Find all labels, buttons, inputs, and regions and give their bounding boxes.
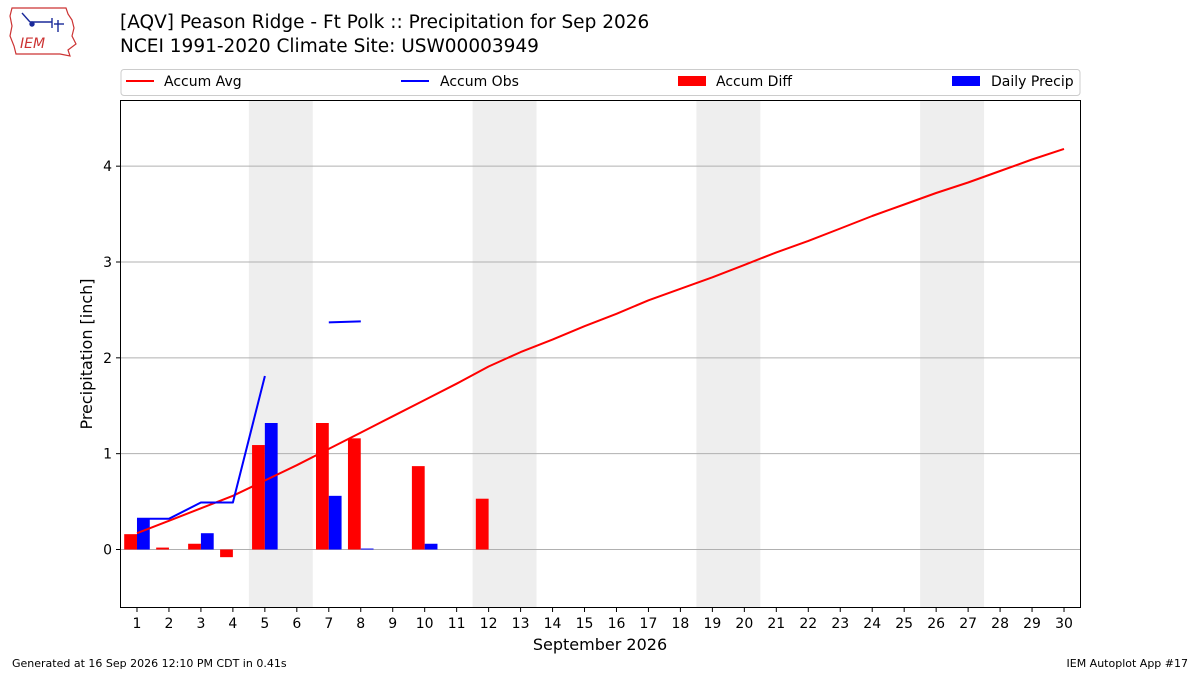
plot-frame <box>120 100 1081 608</box>
x-tick-label: 30 <box>1055 616 1073 632</box>
legend-label-daily-precip: Daily Precip <box>991 74 1074 90</box>
chart-subtitle: NCEI 1991-2020 Climate Site: USW00003949 <box>120 36 539 57</box>
legend-label-accum-obs: Accum Obs <box>440 74 519 90</box>
daily-precip-bar <box>264 423 278 550</box>
accum-diff-bar <box>475 498 489 550</box>
x-tick-label: 13 <box>512 616 530 632</box>
x-tick-label: 11 <box>448 616 466 632</box>
accum-diff-bar <box>156 547 169 550</box>
x-tick-label: 15 <box>576 616 594 632</box>
y-axis: 0 1 2 3 4 <box>103 159 121 559</box>
accum-diff-bar <box>124 534 137 550</box>
x-tick-label: 12 <box>480 616 498 632</box>
weekend-band <box>696 101 761 607</box>
y-tick-label: 0 <box>103 543 112 559</box>
accum-avg-line <box>136 147 1065 535</box>
daily-precip-bar <box>136 518 150 550</box>
x-tick-label: 16 <box>608 616 626 632</box>
gridlines <box>121 165 1080 550</box>
x-tick-label: 6 <box>292 616 301 632</box>
weekend-shading <box>248 101 985 607</box>
weekend-band <box>920 101 985 607</box>
accum-diff-bar <box>347 438 361 550</box>
x-tick-label: 26 <box>927 616 945 632</box>
chart-title: [AQV] Peason Ridge - Ft Polk :: Precipit… <box>120 12 650 33</box>
bars <box>124 423 489 558</box>
accum-diff-bar <box>220 549 233 558</box>
legend: Accum Avg Accum Obs Accum Diff Daily Pre… <box>120 69 1081 96</box>
x-tick-label: 2 <box>164 616 173 632</box>
y-axis-label: Precipitation [inch] <box>77 278 96 429</box>
y-tick-label: 4 <box>103 159 112 175</box>
legend-label-accum-diff: Accum Diff <box>716 74 792 90</box>
legend-swatch-daily-precip <box>952 76 980 86</box>
x-tick-label: 22 <box>799 616 817 632</box>
x-tick-label: 20 <box>735 616 753 632</box>
daily-precip-bar <box>200 533 214 550</box>
x-tick-label: 4 <box>228 616 237 632</box>
legend-box <box>120 69 1081 96</box>
series-lines <box>136 147 1065 535</box>
accum-obs-line <box>137 320 361 520</box>
footer-generated: Generated at 16 Sep 2026 12:10 PM CDT in… <box>12 657 287 670</box>
iem-logo: IEM <box>9 7 77 57</box>
x-tick-label: 5 <box>260 616 269 632</box>
x-axis-label: September 2026 <box>533 635 667 654</box>
daily-precip-bar <box>360 548 374 550</box>
accum-diff-bar <box>315 423 329 550</box>
x-tick-label: 8 <box>356 616 365 632</box>
x-tick-label: 9 <box>388 616 397 632</box>
x-tick-label: 25 <box>895 616 913 632</box>
x-tick-label: 19 <box>703 616 721 632</box>
daily-precip-bar <box>424 543 438 550</box>
legend-swatch-accum-diff <box>678 76 706 86</box>
x-tick-label: 21 <box>767 616 785 632</box>
y-tick-label: 2 <box>103 351 112 367</box>
x-tick-label: 27 <box>959 616 977 632</box>
x-tick-label: 3 <box>196 616 205 632</box>
daily-precip-bar <box>328 495 342 550</box>
x-tick-label: 23 <box>831 616 849 632</box>
accum-diff-bar <box>411 466 425 550</box>
accum-diff-bar <box>188 543 201 550</box>
x-tick-label: 18 <box>672 616 690 632</box>
footer-app-id: IEM Autoplot App #17 <box>1066 657 1189 670</box>
x-tick-label: 14 <box>544 616 562 632</box>
legend-label-accum-avg: Accum Avg <box>164 74 242 90</box>
y-tick-label: 1 <box>103 447 112 463</box>
x-tick-label: 1 <box>133 616 142 632</box>
y-tick-label: 3 <box>103 255 112 271</box>
x-tick-label: 7 <box>324 616 333 632</box>
x-tick-label: 28 <box>991 616 1009 632</box>
x-tick-label: 10 <box>416 616 434 632</box>
x-tick-label: 24 <box>863 616 881 632</box>
x-axis: 1 2 3 4 5 6 7 8 9 10 11 12 13 14 15 16 17 18 19 20 21 22 23 24 2… <box>133 607 1073 632</box>
x-tick-label: 17 <box>640 616 658 632</box>
accum-diff-bar <box>252 445 265 550</box>
x-tick-label: 29 <box>1023 616 1041 632</box>
logo-text: IEM <box>20 36 45 52</box>
